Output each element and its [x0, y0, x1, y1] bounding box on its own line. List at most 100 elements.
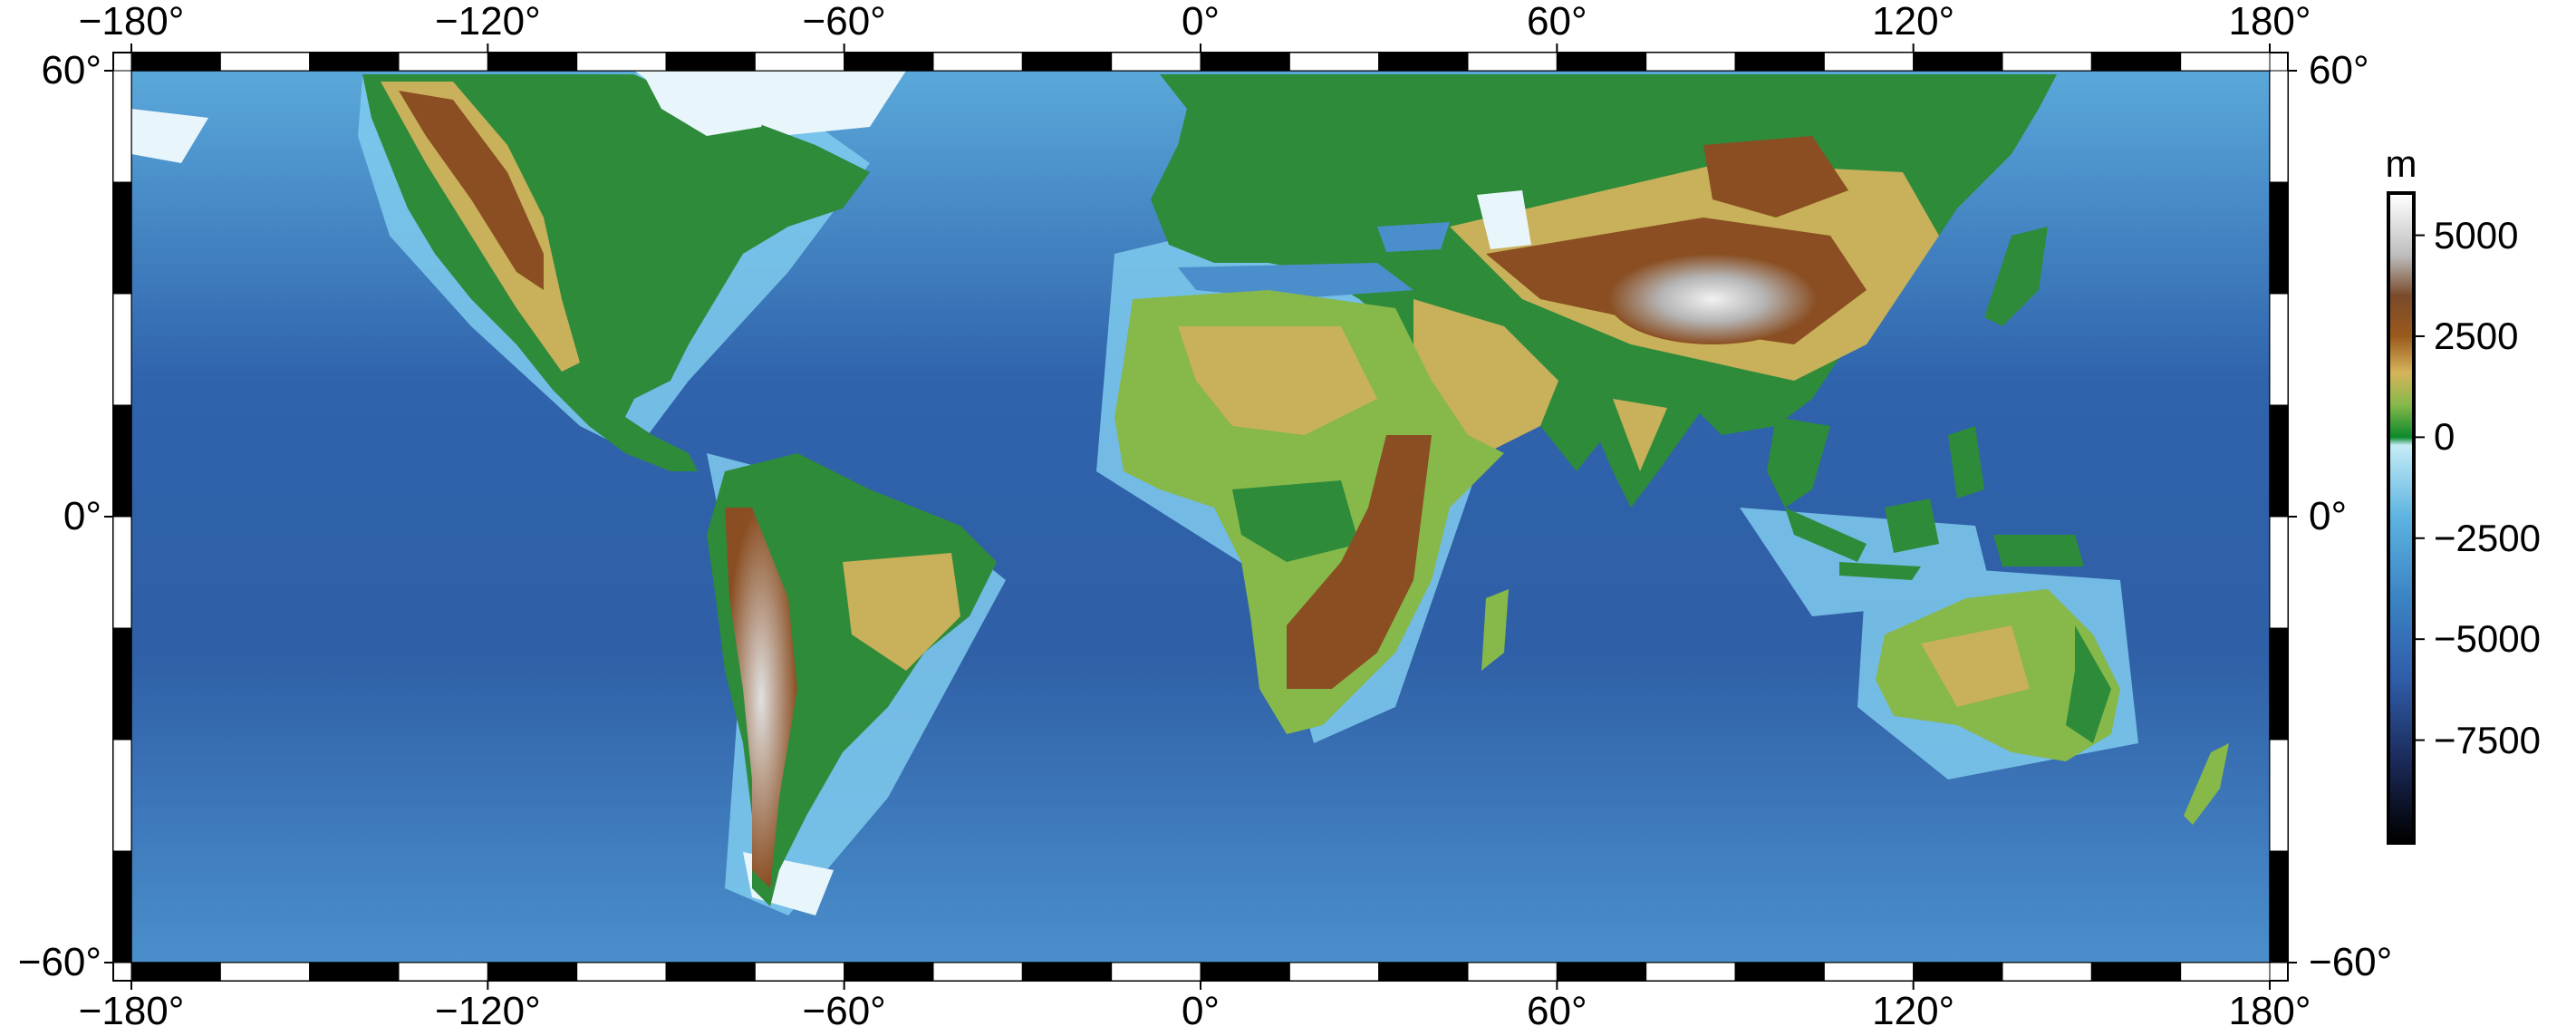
frame-checker-bottom — [309, 962, 400, 982]
frame-checker-bottom — [1823, 962, 1915, 982]
frame-checker-bottom — [2002, 962, 2092, 982]
frame-checker-top — [1556, 52, 1647, 72]
lat-label-right: 60° — [2309, 48, 2369, 92]
frame-checker-top — [1288, 52, 1380, 72]
colorbar-tick-label: 2500 — [2434, 314, 2519, 357]
frame-checker-bottom — [1913, 962, 2003, 982]
frame-checker-bottom — [1467, 962, 1558, 982]
frame-checker-top — [2180, 52, 2271, 72]
frame-checker-left — [112, 850, 132, 963]
lon-label-bottom: 120° — [1872, 989, 1955, 1033]
frame-checker-bottom — [2180, 962, 2271, 982]
frame-checker-top — [1467, 52, 1558, 72]
frame-checker-top — [1823, 52, 1915, 72]
colorbar-tick-label: −5000 — [2434, 617, 2541, 661]
lat-label-left: 60° — [41, 48, 101, 92]
frame-ticks — [104, 44, 2297, 990]
frame-checker-top — [1913, 52, 2003, 72]
frame-checker-left — [112, 516, 132, 629]
southeast-asia-islands — [1767, 417, 2084, 580]
andes — [725, 508, 797, 888]
lat-label-right: 0° — [2309, 494, 2348, 538]
frame-checker-right — [2269, 70, 2289, 183]
colorbar-tick-label: 5000 — [2434, 213, 2519, 257]
lat-label-left: −60° — [17, 940, 101, 984]
lon-label-top: 0° — [1181, 0, 1220, 44]
frame-checker-left — [112, 404, 132, 518]
frame-checker-left — [112, 70, 132, 183]
frame-checker-bottom — [754, 962, 845, 982]
landmass-layer — [131, 71, 2229, 915]
frame-checker-left — [112, 739, 132, 852]
lon-label-top: −180° — [78, 0, 185, 44]
colorbar-ticks — [2414, 234, 2425, 741]
tibetan-plateau — [1608, 254, 1817, 344]
frame-checker-bottom — [576, 962, 667, 982]
frame-checker-top — [130, 52, 221, 72]
frame-checker-top — [1021, 52, 1113, 72]
frame-checker-bottom — [398, 962, 488, 982]
frame-checker-right — [2269, 627, 2289, 741]
frame-checker-right — [2269, 181, 2289, 295]
brazilian-highlands — [843, 553, 960, 671]
lat-label-left: 0° — [63, 494, 101, 538]
frame-checker-right — [2269, 404, 2289, 518]
frame-checker-bottom — [1111, 962, 1201, 982]
frame-checker-top — [576, 52, 667, 72]
east-african-highlands — [1287, 435, 1432, 689]
frame-checker-top — [1200, 52, 1290, 72]
frame-checker-top — [932, 52, 1023, 72]
lon-label-bottom: −180° — [78, 989, 185, 1033]
frame-checker-bottom — [1200, 962, 1290, 982]
frame-checker-top — [1111, 52, 1201, 72]
frame-checker-bottom — [1645, 962, 1736, 982]
congo-basin — [1232, 480, 1359, 562]
frame-checker-bottom — [1288, 962, 1380, 982]
lon-label-top: −120° — [434, 0, 541, 44]
rocky-mountains-high — [399, 91, 544, 290]
lon-label-bottom: 180° — [2228, 989, 2311, 1033]
deccan-plateau — [1613, 399, 1667, 471]
frame-checker-left — [112, 627, 132, 741]
black-sea — [1377, 222, 1450, 252]
frame-checker-top — [1378, 52, 1469, 72]
colorbar-unit-label: m — [2385, 142, 2417, 185]
frame-checker-right — [2269, 850, 2289, 963]
frame-checker-top — [487, 52, 578, 72]
frame-checkers — [112, 52, 2289, 982]
japan — [1984, 227, 2048, 326]
new-zealand — [2184, 743, 2229, 825]
rocky-mountains — [381, 82, 580, 372]
colorbar-tick-label: 0 — [2434, 415, 2455, 459]
frame-checker-top — [754, 52, 845, 72]
mediterranean-sea — [1178, 263, 1413, 299]
frame-checker-top — [665, 52, 756, 72]
frame-checker-right — [2269, 739, 2289, 852]
frame-checker-right — [2269, 293, 2289, 406]
frame-checker-right — [2269, 516, 2289, 629]
frame-checker-top — [398, 52, 488, 72]
madagascar — [1481, 589, 1509, 671]
frame-checker-top — [1645, 52, 1736, 72]
lon-label-top: −60° — [802, 0, 886, 44]
frame-checker-bottom — [219, 962, 311, 982]
colorbar-tick-label: −2500 — [2434, 516, 2541, 559]
frame-checker-top — [1734, 52, 1825, 72]
frame-checker-bottom — [1021, 962, 1113, 982]
lon-label-bottom: 0° — [1181, 989, 1220, 1033]
frame-checker-bottom — [665, 962, 756, 982]
sahara-uplands — [1178, 326, 1377, 435]
greenland — [643, 74, 779, 136]
frame-checker-bottom — [2090, 962, 2182, 982]
colorbar — [2390, 195, 2412, 841]
colorbar-tick-label: −7500 — [2434, 718, 2541, 761]
caspian-sea — [1477, 190, 1531, 249]
lat-label-right: −60° — [2309, 940, 2393, 984]
frame-checker-top — [219, 52, 311, 72]
frame-checker-top — [2002, 52, 2092, 72]
frame-checker-bottom — [1556, 962, 1647, 982]
great-dividing-range — [2066, 625, 2111, 743]
mongolian-ranges — [1703, 136, 1848, 218]
frame-checker-bottom — [1734, 962, 1825, 982]
